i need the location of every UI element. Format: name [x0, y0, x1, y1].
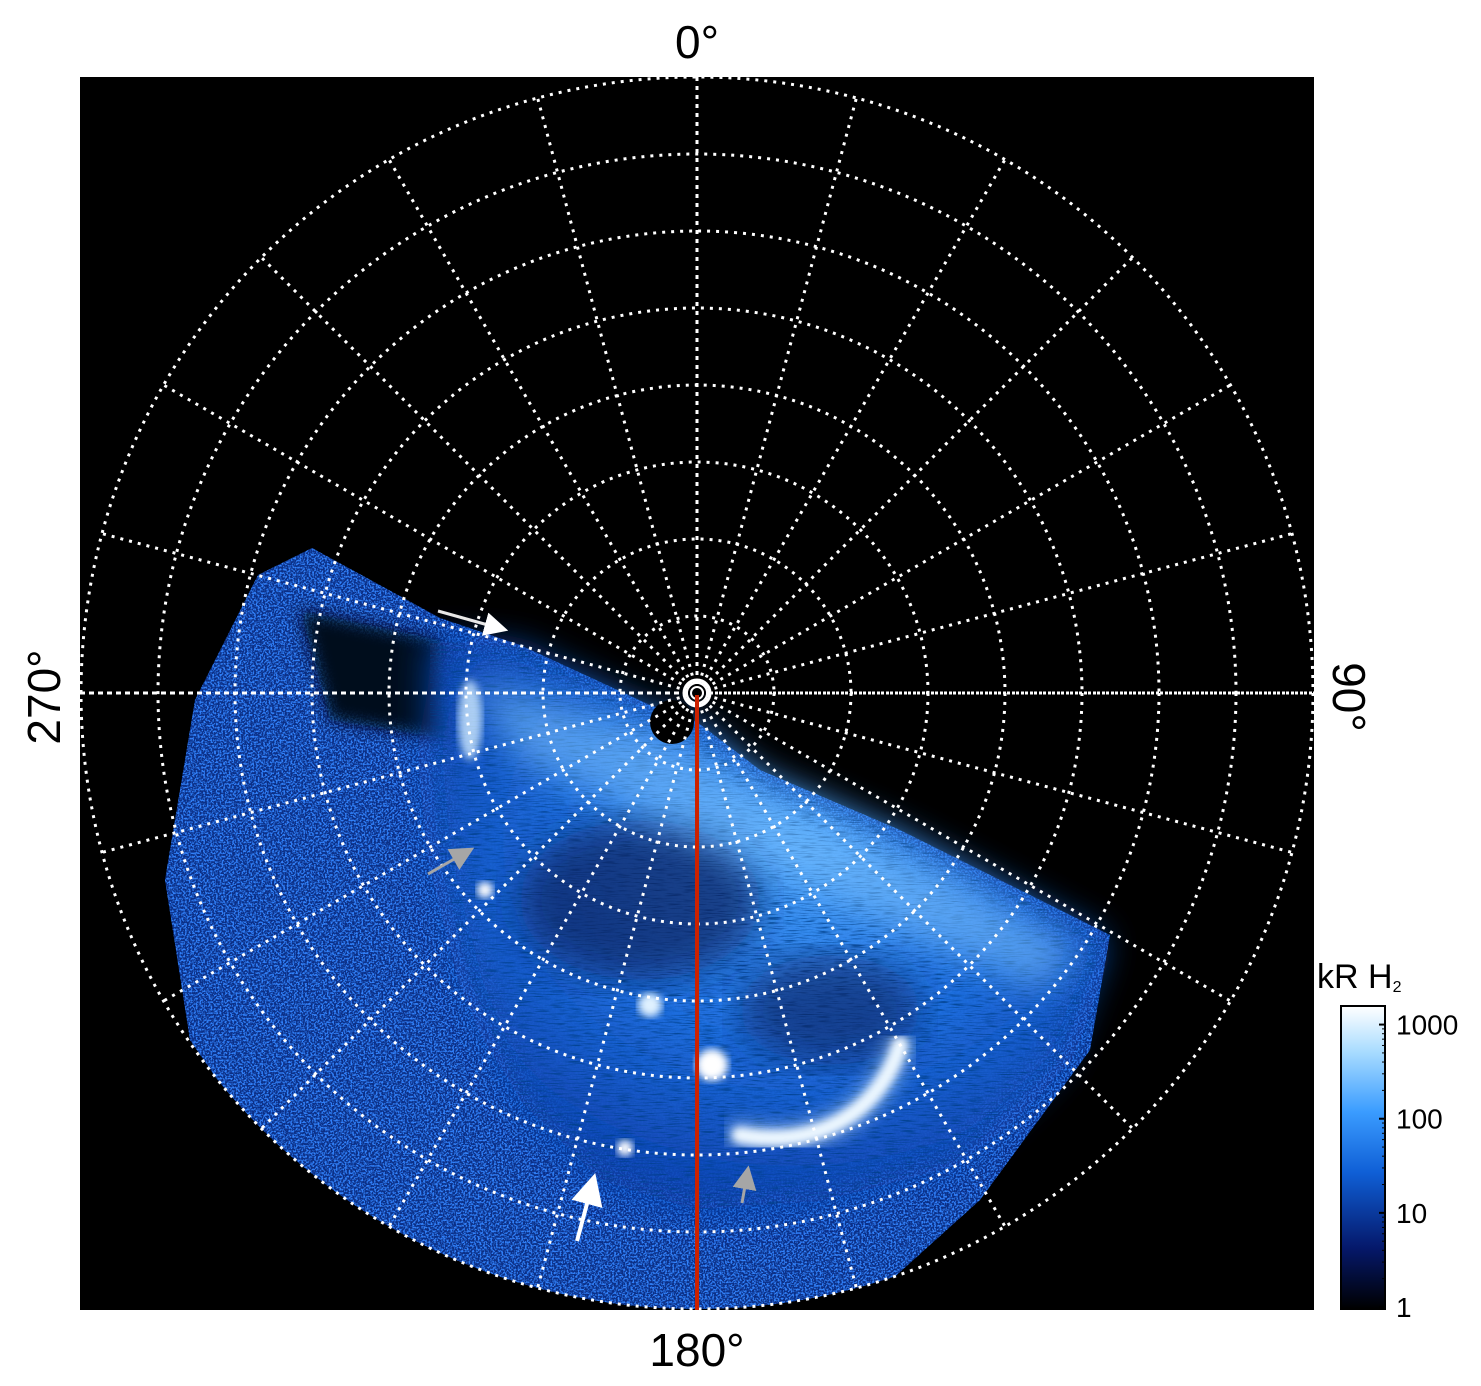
meridian-line [260, 691, 699, 1130]
meridian-line [387, 158, 699, 694]
colorbar-tick-label: 1 [1396, 1292, 1412, 1323]
meridian-line [695, 692, 1007, 1228]
grey-arrow [732, 1165, 757, 1204]
longitude-label-left: 270° [18, 649, 70, 744]
colorbar: kR H2 1000 100 10 1 [1317, 958, 1458, 1323]
colorbar-tick-label: 10 [1396, 1198, 1427, 1229]
pole-marker [682, 678, 712, 708]
aurora-image [165, 548, 1110, 1309]
meridian-line [696, 383, 1232, 695]
meridian-line [260, 256, 699, 695]
meridian-line [695, 691, 1134, 1130]
polar-grid [80, 77, 1314, 1310]
meridian-line [696, 691, 1293, 854]
meridian-line [162, 691, 698, 1003]
bright-spot [617, 1140, 633, 1156]
meridian-line [695, 158, 1007, 694]
colorbar-tick-label: 100 [1396, 1104, 1443, 1135]
colorbar-tick-label: 1000 [1396, 1010, 1458, 1041]
annotation-arrows [427, 609, 757, 1242]
meridian-line [536, 692, 699, 1289]
meridian-line [162, 383, 698, 695]
meridian-line [696, 532, 1293, 695]
meridian-line [695, 256, 1134, 695]
longitude-label-bottom: 180° [649, 1324, 744, 1376]
meridian-line [695, 692, 858, 1289]
meridian-line [695, 97, 858, 694]
white-arrow [437, 609, 509, 636]
longitude-label-top: 0° [675, 16, 719, 68]
bright-spot [696, 1049, 728, 1081]
meridian-line [101, 532, 698, 695]
colorbar-title: kR H2 [1317, 958, 1402, 996]
white-arrow [571, 1172, 603, 1242]
grey-arrow [427, 847, 475, 876]
meridian-line [101, 691, 698, 854]
colorbar-gradient [1340, 1005, 1386, 1310]
bright-spot [638, 993, 662, 1017]
meridian-line [387, 692, 699, 1228]
longitude-label-right: 90° [1323, 662, 1375, 732]
bright-spot [477, 882, 493, 898]
meridian-line [696, 691, 1232, 1003]
meridian-line [536, 97, 699, 694]
